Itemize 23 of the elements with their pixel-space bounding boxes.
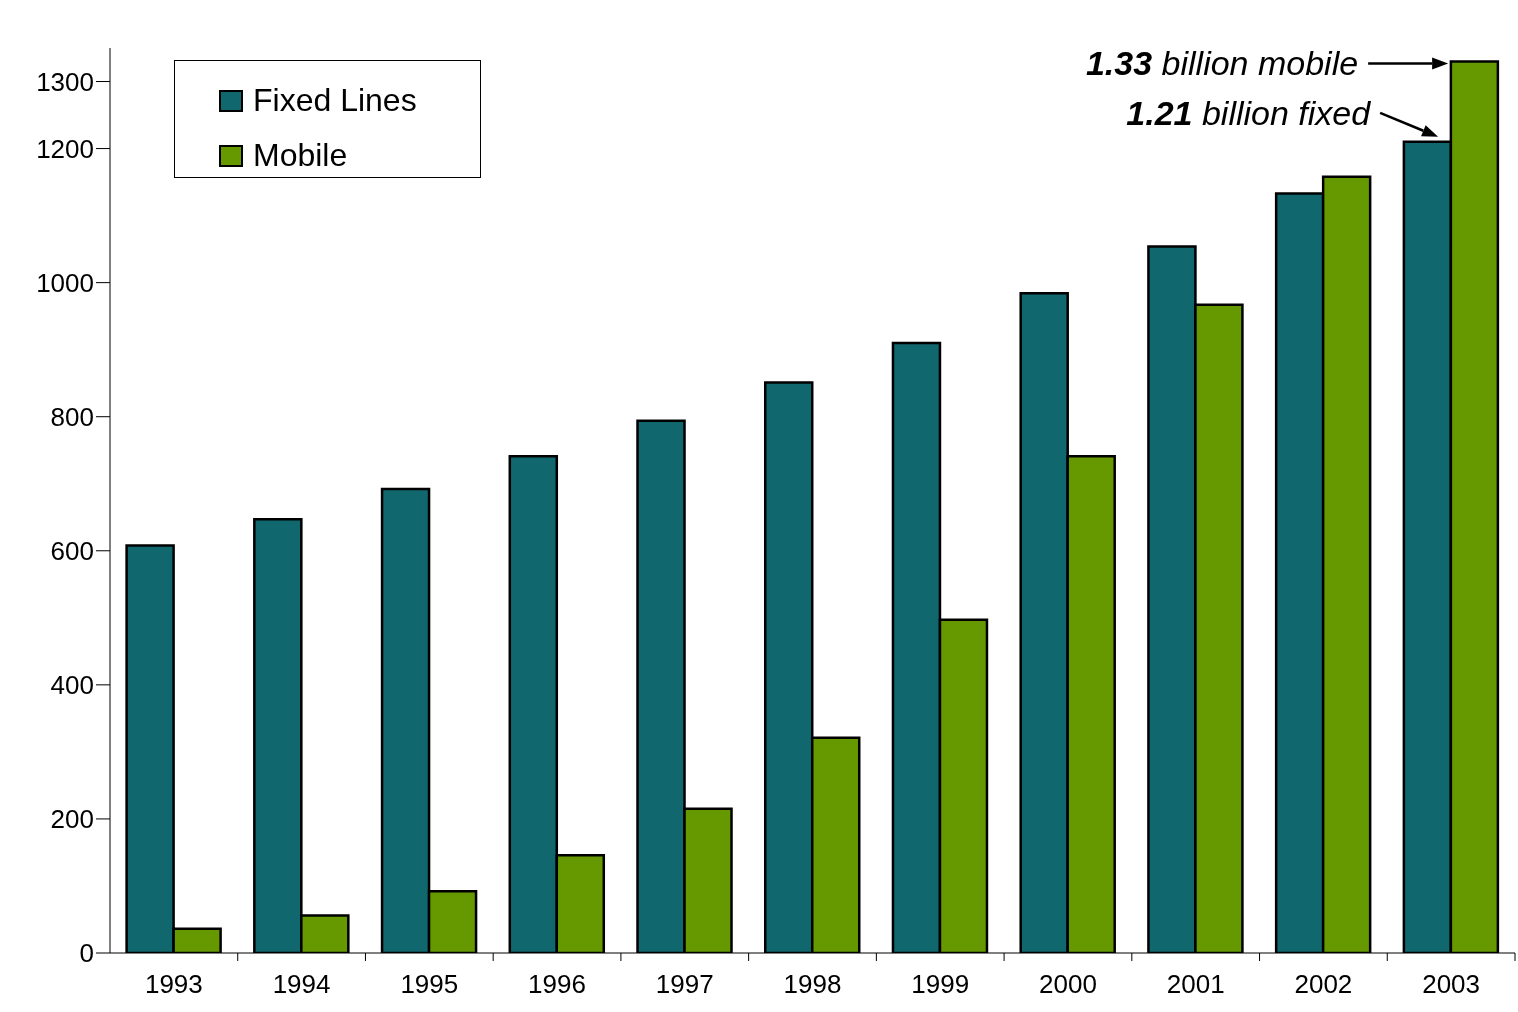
y-tick-label: 1200 xyxy=(36,133,94,164)
x-tick-label: 2002 xyxy=(1294,969,1353,1000)
x-tick-label: 2000 xyxy=(1039,969,1097,1000)
x-tick-label: 2001 xyxy=(1166,969,1225,1000)
x-tick-label: 1993 xyxy=(144,969,203,1000)
y-tick-label: 200 xyxy=(50,804,94,835)
y-tick-label: 1300 xyxy=(36,66,94,97)
y-tick-label: 400 xyxy=(50,670,94,701)
y-tick-label: 800 xyxy=(50,401,94,432)
y-tick-label: 0 xyxy=(79,938,94,969)
x-tick-label: 1998 xyxy=(783,969,842,1000)
x-tick-label: 1994 xyxy=(272,969,331,1000)
x-tick-label: 1997 xyxy=(655,969,714,1000)
legend-label: Mobile xyxy=(253,137,348,174)
legend-label: Fixed Lines xyxy=(253,82,417,119)
x-tick-label: 1999 xyxy=(911,969,970,1000)
annotation: 1.21 billion fixed xyxy=(1126,93,1372,132)
y-tick-label: 600 xyxy=(50,536,94,567)
y-tick-label: 1000 xyxy=(36,267,94,298)
x-tick-label: 1995 xyxy=(400,969,459,1000)
x-tick-label: 1996 xyxy=(528,969,586,1000)
annotation: 1.33 billion mobile xyxy=(1085,44,1359,83)
x-tick-label: 2003 xyxy=(1422,969,1481,1000)
